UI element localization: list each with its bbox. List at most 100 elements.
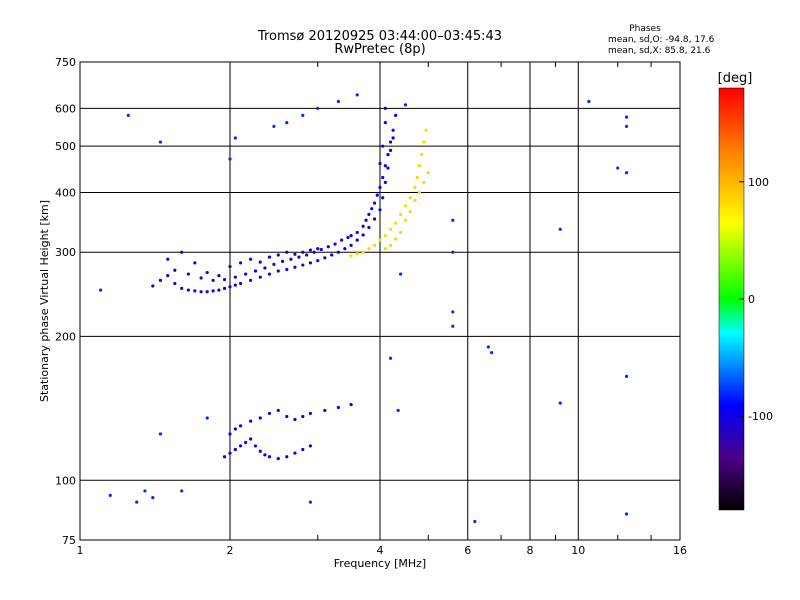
y-tick-label: 100 [55, 474, 76, 487]
data-point [394, 113, 398, 117]
x-tick-label: 10 [571, 544, 585, 557]
data-point [258, 449, 262, 453]
data-point [280, 259, 285, 264]
data-point [326, 245, 330, 249]
data-point [367, 247, 371, 251]
data-point [263, 453, 267, 457]
data-point [424, 128, 428, 132]
data-point [272, 262, 276, 266]
data-point [624, 171, 629, 175]
data-point [383, 247, 387, 251]
data-point [417, 190, 422, 195]
data-point [370, 207, 374, 211]
data-point [217, 288, 221, 292]
x-tick-label: 8 [527, 544, 534, 557]
data-point [396, 408, 400, 413]
data-point [173, 281, 177, 286]
data-point [228, 157, 232, 161]
data-point [381, 144, 385, 148]
data-point [151, 495, 155, 500]
data-point [238, 424, 243, 428]
data-point [361, 224, 365, 228]
data-point [408, 209, 412, 214]
data-point [135, 500, 139, 504]
data-point [238, 261, 243, 265]
data-point [228, 451, 232, 455]
data-point [289, 257, 293, 261]
data-point [451, 250, 455, 254]
data-point [267, 455, 272, 459]
data-point [340, 238, 344, 242]
data-point [367, 225, 371, 230]
data-point [297, 255, 301, 259]
data-point [285, 414, 289, 419]
data-point [316, 247, 320, 251]
data-point [158, 140, 163, 144]
data-point [258, 275, 262, 279]
data-point [228, 285, 232, 289]
data-point [558, 227, 562, 231]
data-point [323, 408, 327, 413]
data-point [372, 243, 377, 248]
data-point [391, 136, 395, 140]
data-point [361, 250, 365, 254]
data-point [349, 254, 353, 258]
data-point [361, 233, 365, 237]
data-point [301, 263, 305, 267]
data-point [383, 233, 387, 238]
data-point [381, 175, 385, 180]
data-point [355, 238, 359, 242]
data-point [372, 201, 377, 205]
data-point [388, 356, 393, 360]
data-point [166, 257, 170, 261]
data-point [394, 237, 398, 241]
data-point [205, 416, 209, 420]
data-point [205, 270, 209, 275]
data-point [186, 272, 190, 276]
data-point [388, 140, 393, 144]
data-point [293, 451, 297, 455]
data-point [244, 440, 248, 445]
y-tick-label: 75 [62, 534, 76, 547]
data-point [349, 243, 353, 248]
data-point [233, 283, 237, 287]
data-point [349, 402, 353, 407]
data-point [383, 164, 387, 168]
data-point [624, 124, 629, 128]
data-point [364, 218, 368, 222]
data-point [403, 204, 408, 208]
data-point [422, 180, 426, 184]
data-point [222, 277, 227, 282]
data-point [222, 286, 227, 291]
data-point [199, 290, 203, 294]
data-point [383, 106, 387, 110]
data-point [193, 261, 197, 265]
data-point [473, 519, 477, 524]
data-point [323, 256, 327, 260]
data-point [258, 260, 262, 264]
data-point [624, 512, 629, 516]
x-axis-ticks: 1 2 4 6 8 10 16 [77, 62, 687, 557]
data-point [378, 238, 382, 242]
data-point [316, 106, 320, 110]
colorbar-ticks: 100 0 -100 [739, 176, 773, 423]
data-point [99, 288, 103, 292]
data-point [293, 417, 297, 422]
data-point [383, 121, 387, 125]
data-point [285, 267, 289, 272]
data-point [378, 161, 382, 166]
data-point [417, 164, 422, 168]
data-point [451, 310, 455, 314]
data-point [253, 269, 258, 273]
data-point [349, 233, 353, 238]
data-point [381, 196, 385, 200]
data-point [336, 99, 340, 104]
data-point [228, 264, 232, 269]
data-point [253, 444, 258, 448]
data-point [388, 243, 393, 248]
data-point [233, 447, 237, 452]
data-point [258, 416, 262, 420]
data-point [399, 212, 403, 216]
data-point [386, 166, 390, 170]
data-point [238, 281, 243, 286]
